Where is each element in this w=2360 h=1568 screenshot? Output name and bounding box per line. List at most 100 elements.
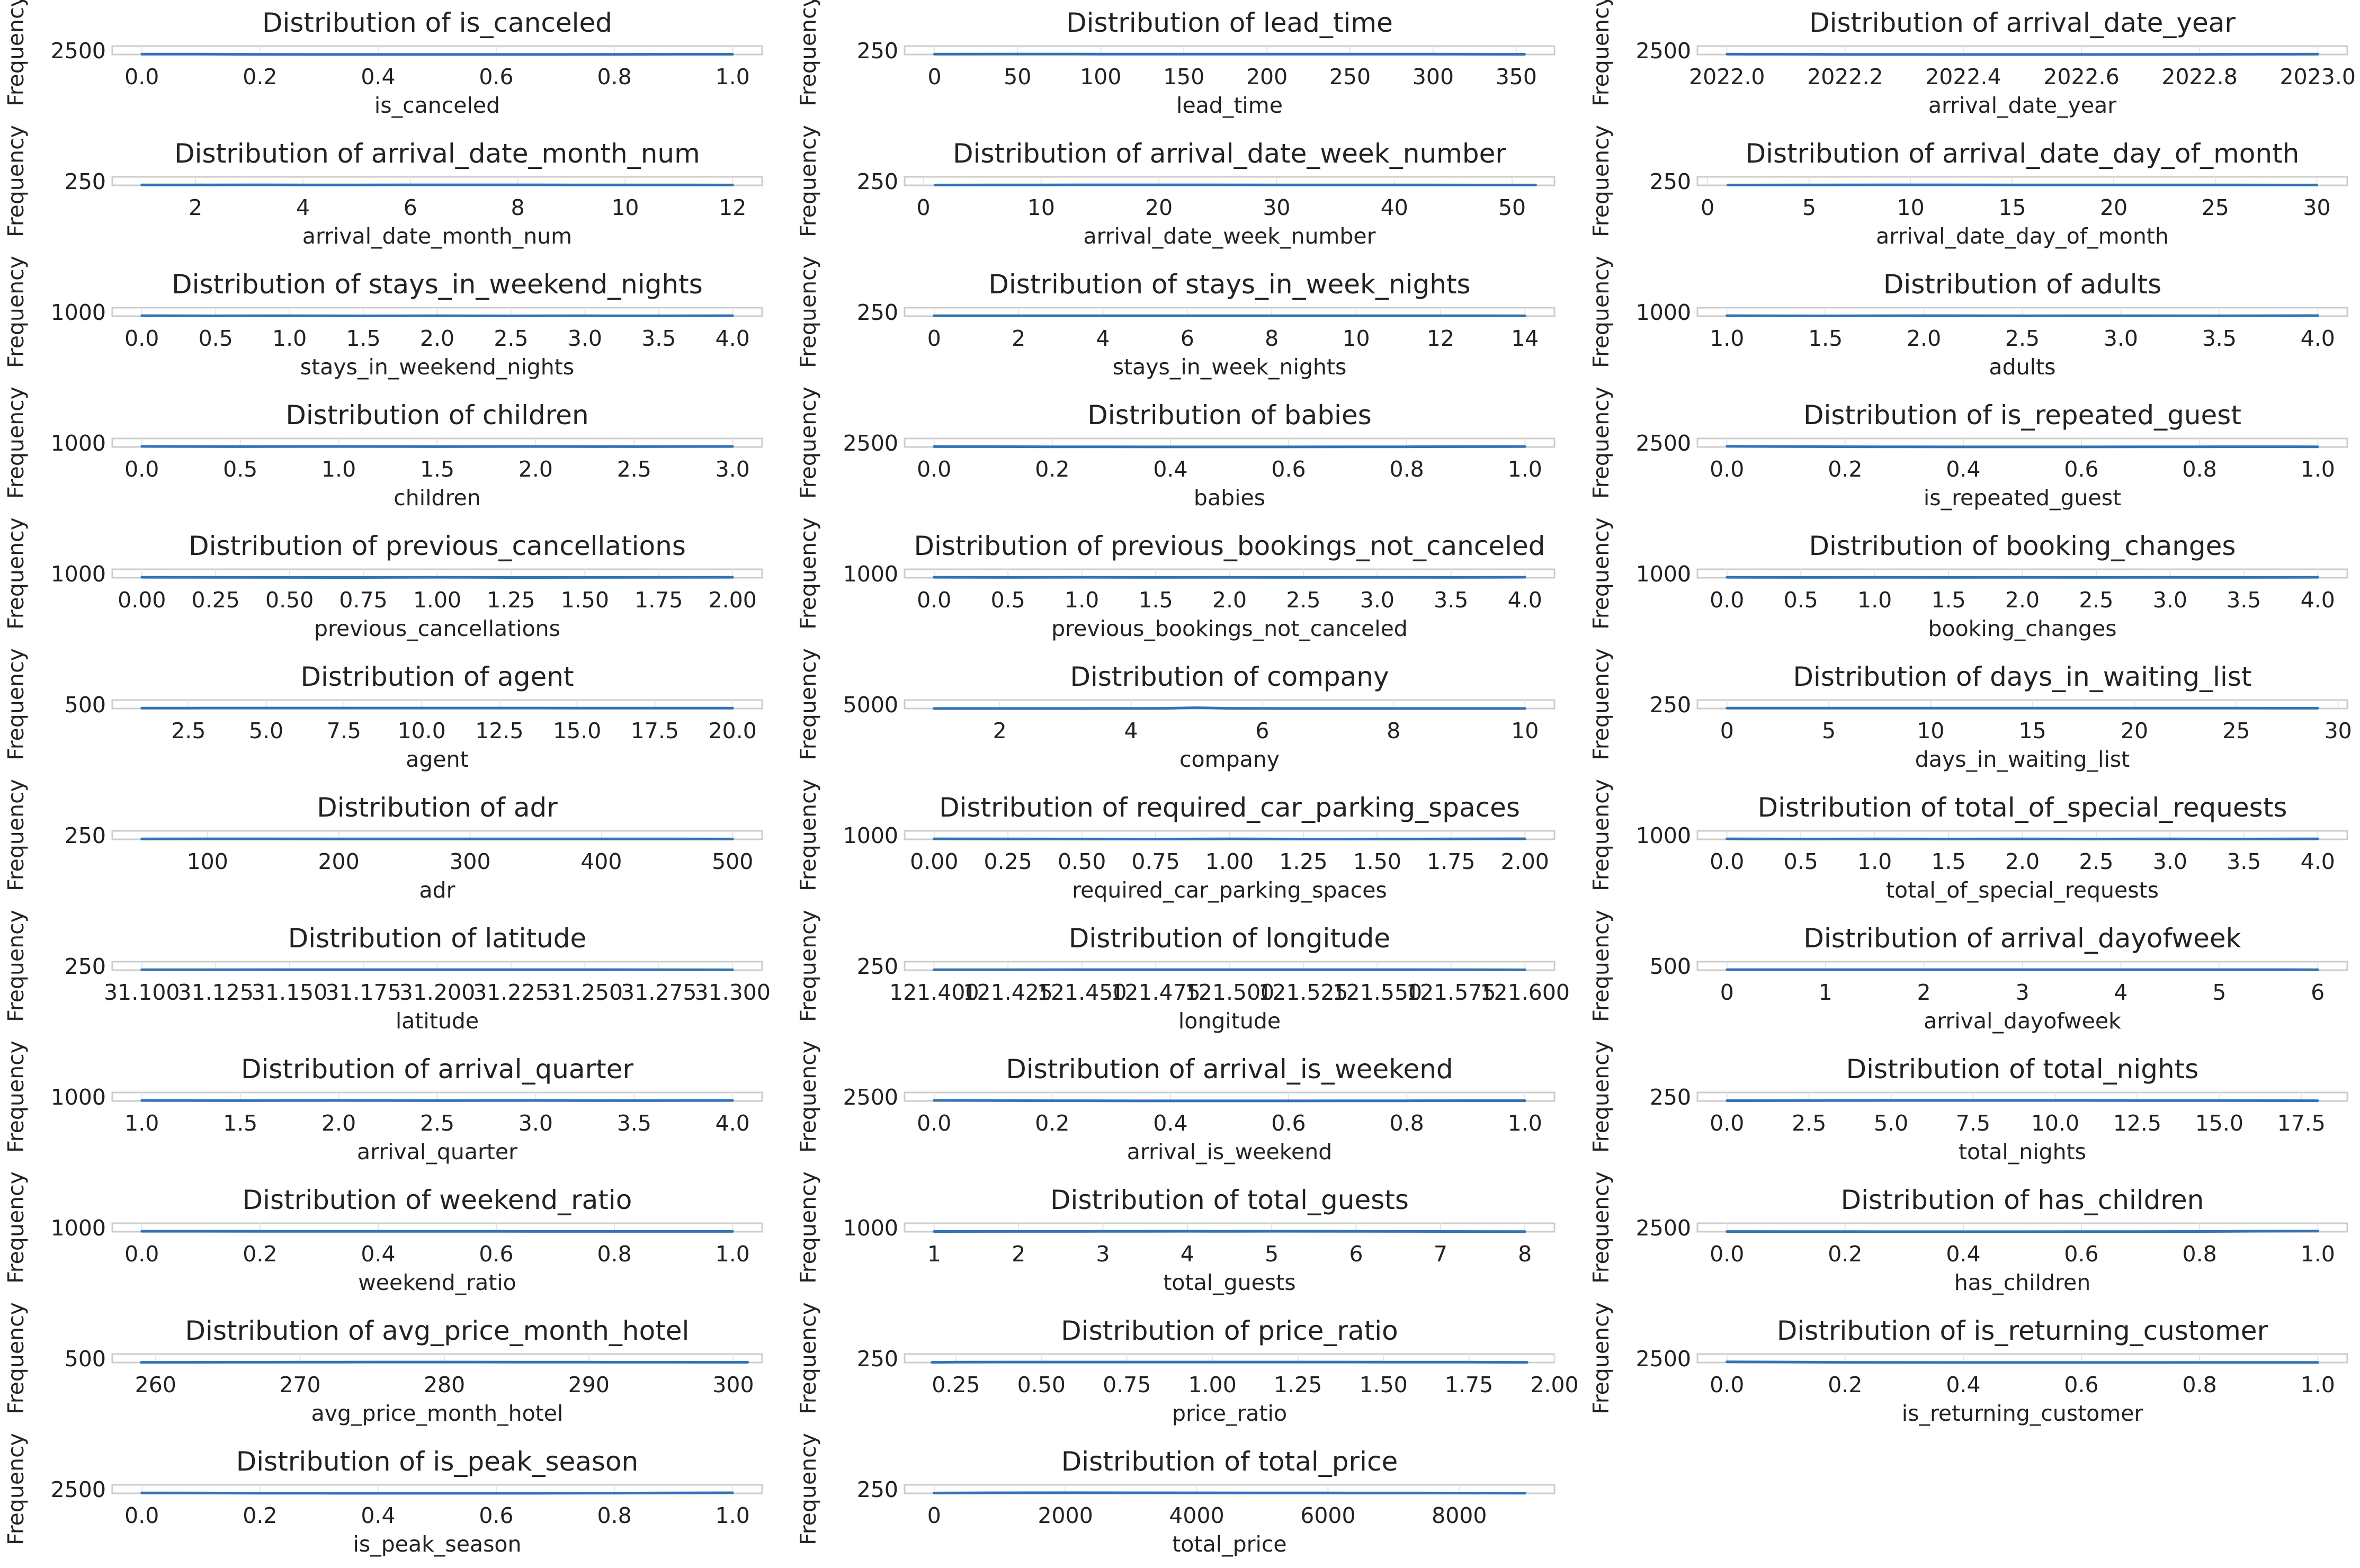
chart-9-ytick-1: 1000 xyxy=(1636,300,1691,325)
chart-20-ytick-2: 0 xyxy=(884,823,898,848)
chart-22-xtick-1: 31.100 xyxy=(104,980,180,1005)
chart-34-xtick-3: 0.4 xyxy=(361,1503,395,1528)
chart-23-xtick-9: 121.600 xyxy=(1480,980,1570,1005)
chart-1-ytick-2: 0 xyxy=(92,38,106,64)
chart-21-xtick-3: 1.0 xyxy=(1857,849,1892,874)
chart-28-xtick-2: 0.2 xyxy=(243,1241,277,1267)
chart-34: Distribution of is_peak_season 0.0 0.2 0.4 0… xyxy=(3,1433,763,1557)
chart-9-xtick-4: 2.5 xyxy=(2005,326,2040,351)
chart-29-xtick-3: 3 xyxy=(1096,1241,1110,1267)
chart-6-ytick-1: 250 xyxy=(1650,169,1691,194)
chart-18-xtick-5: 20 xyxy=(2121,718,2148,743)
chart-21-ylabel: Frequency xyxy=(1588,779,1614,891)
chart-15-xtick-1: 0.0 xyxy=(1710,587,1744,613)
chart-16-title: Distribution of agent xyxy=(300,661,574,692)
chart-33-xtick-2: 0.2 xyxy=(1828,1372,1862,1397)
chart-23-title: Distribution of longitude xyxy=(1069,923,1390,954)
chart-12-xtick-3: 0.4 xyxy=(1946,456,1980,482)
chart-5-xtick-5: 40 xyxy=(1381,195,1408,220)
chart-32-xtick-1: 0.25 xyxy=(932,1372,980,1397)
chart-27-title: Distribution of total_nights xyxy=(1846,1054,2199,1085)
chart-33-xlabel: is_returning_customer xyxy=(1902,1401,2143,1426)
chart-8-xtick-6: 10 xyxy=(1342,326,1370,351)
chart-4-ylabel: Frequency xyxy=(3,125,29,237)
chart-19-xtick-2: 200 xyxy=(318,849,359,874)
chart-27-xtick-2: 2.5 xyxy=(1792,1110,1826,1136)
chart-8-ylabel: Frequency xyxy=(795,256,821,368)
chart-18-xtick-4: 15 xyxy=(2019,718,2046,743)
chart-35: Distribution of total_price 0 2000 4000 6000… xyxy=(795,1433,1556,1557)
chart-9-xtick-6: 3.5 xyxy=(2202,326,2237,351)
chart-21-xtick-4: 1.5 xyxy=(1931,849,1965,874)
chart-18-ytick-2: 0 xyxy=(1677,692,1691,718)
chart-2-ytick-2: 0 xyxy=(884,38,898,64)
chart-16-xtick-6: 15.0 xyxy=(553,718,601,743)
chart-30-ylabel: Frequency xyxy=(1588,1171,1614,1284)
chart-16-xtick-5: 12.5 xyxy=(475,718,523,743)
chart-7-xtick-5: 2.0 xyxy=(420,326,454,351)
chart-12-title: Distribution of is_repeated_guest xyxy=(1803,400,2241,431)
chart-19-xtick-3: 300 xyxy=(449,849,490,874)
chart-11-xtick-6: 1.0 xyxy=(1508,456,1542,482)
chart-23-xtick-2: 121.425 xyxy=(963,980,1053,1005)
chart-15-xtick-9: 4.0 xyxy=(2301,587,2335,613)
chart-25-xtick-2: 1.5 xyxy=(223,1110,257,1136)
chart-7-xtick-4: 1.5 xyxy=(346,326,380,351)
chart-34-xtick-4: 0.6 xyxy=(479,1503,513,1528)
chart-24-xtick-1: 0 xyxy=(1720,980,1734,1005)
chart-10-xtick-4: 1.5 xyxy=(420,456,454,482)
chart-15-xlabel: booking_changes xyxy=(1928,616,2116,641)
chart-23-ytick-1: 250 xyxy=(857,954,898,979)
chart-13-ytick-2: 0 xyxy=(92,561,106,587)
chart-19: Distribution of adr 100 200 300 400 500 2500 ad… xyxy=(3,779,763,903)
chart-3-xtick-4: 2022.6 xyxy=(2043,64,2119,89)
chart-23-xtick-5: 121.500 xyxy=(1185,980,1275,1005)
chart-19-xtick-5: 500 xyxy=(712,849,753,874)
chart-23-xlabel: longitude xyxy=(1178,1008,1281,1034)
chart-35-xtick-3: 4000 xyxy=(1169,1503,1224,1528)
chart-7-xtick-3: 1.0 xyxy=(272,326,307,351)
chart-12-density-line xyxy=(1726,445,2319,449)
chart-12-ytick-2: 0 xyxy=(1677,431,1691,456)
chart-30-density-line xyxy=(1726,1230,2319,1233)
chart-21-xtick-2: 0.5 xyxy=(1784,849,1818,874)
chart-4-xtick-2: 4 xyxy=(296,195,310,220)
chart-31-xtick-4: 290 xyxy=(568,1372,610,1397)
chart-11-xtick-5: 0.8 xyxy=(1390,456,1424,482)
chart-8-xtick-8: 14 xyxy=(1511,326,1539,351)
chart-32-ytick-1: 250 xyxy=(857,1346,898,1372)
chart-22-ytick-1: 250 xyxy=(65,954,106,979)
chart-5-xtick-2: 10 xyxy=(1027,195,1055,220)
chart-16-xtick-7: 17.5 xyxy=(631,718,679,743)
chart-2-xtick-1: 0 xyxy=(927,64,941,89)
chart-9-title: Distribution of adults xyxy=(1883,269,2161,300)
chart-14-ytick-1: 1000 xyxy=(843,561,898,587)
chart-22-xtick-8: 31.275 xyxy=(621,980,696,1005)
chart-17-xtick-1: 2 xyxy=(993,718,1007,743)
chart-20-title: Distribution of required_car_parking_spa… xyxy=(939,792,1520,823)
chart-16-xtick-4: 10.0 xyxy=(397,718,445,743)
chart-35-xtick-5: 8000 xyxy=(1432,1503,1487,1528)
chart-18-title: Distribution of days_in_waiting_list xyxy=(1793,661,2251,692)
chart-29-xtick-8: 8 xyxy=(1518,1241,1532,1267)
chart-13: Distribution of previous_cancellations 0.… xyxy=(3,517,763,641)
chart-15-xtick-3: 1.0 xyxy=(1857,587,1892,613)
chart-27-xtick-6: 12.5 xyxy=(2113,1110,2161,1136)
chart-29-xtick-6: 6 xyxy=(1349,1241,1363,1267)
chart-26-xtick-5: 0.8 xyxy=(1390,1110,1424,1136)
chart-25-ytick-2: 0 xyxy=(92,1085,106,1110)
chart-32-xtick-3: 0.75 xyxy=(1103,1372,1151,1397)
chart-19-xlabel: adr xyxy=(419,877,455,903)
chart-32-density-line xyxy=(931,1360,1528,1364)
chart-18-xlabel: days_in_waiting_list xyxy=(1915,747,2130,772)
chart-13-xtick-7: 1.50 xyxy=(561,587,609,613)
chart-17-xtick-2: 4 xyxy=(1124,718,1138,743)
chart-9-xtick-7: 4.0 xyxy=(2301,326,2335,351)
chart-18-xtick-7: 30 xyxy=(2325,718,2352,743)
chart-17-xtick-4: 8 xyxy=(1387,718,1400,743)
chart-15-xtick-8: 3.5 xyxy=(2227,587,2261,613)
chart-29: Distribution of total_guests 1 2 3 4 5 6 7 8 1000… xyxy=(795,1171,1556,1295)
chart-13-xtick-1: 0.00 xyxy=(118,587,166,613)
chart-23-xtick-8: 121.575 xyxy=(1406,980,1496,1005)
chart-5-xtick-6: 50 xyxy=(1498,195,1526,220)
